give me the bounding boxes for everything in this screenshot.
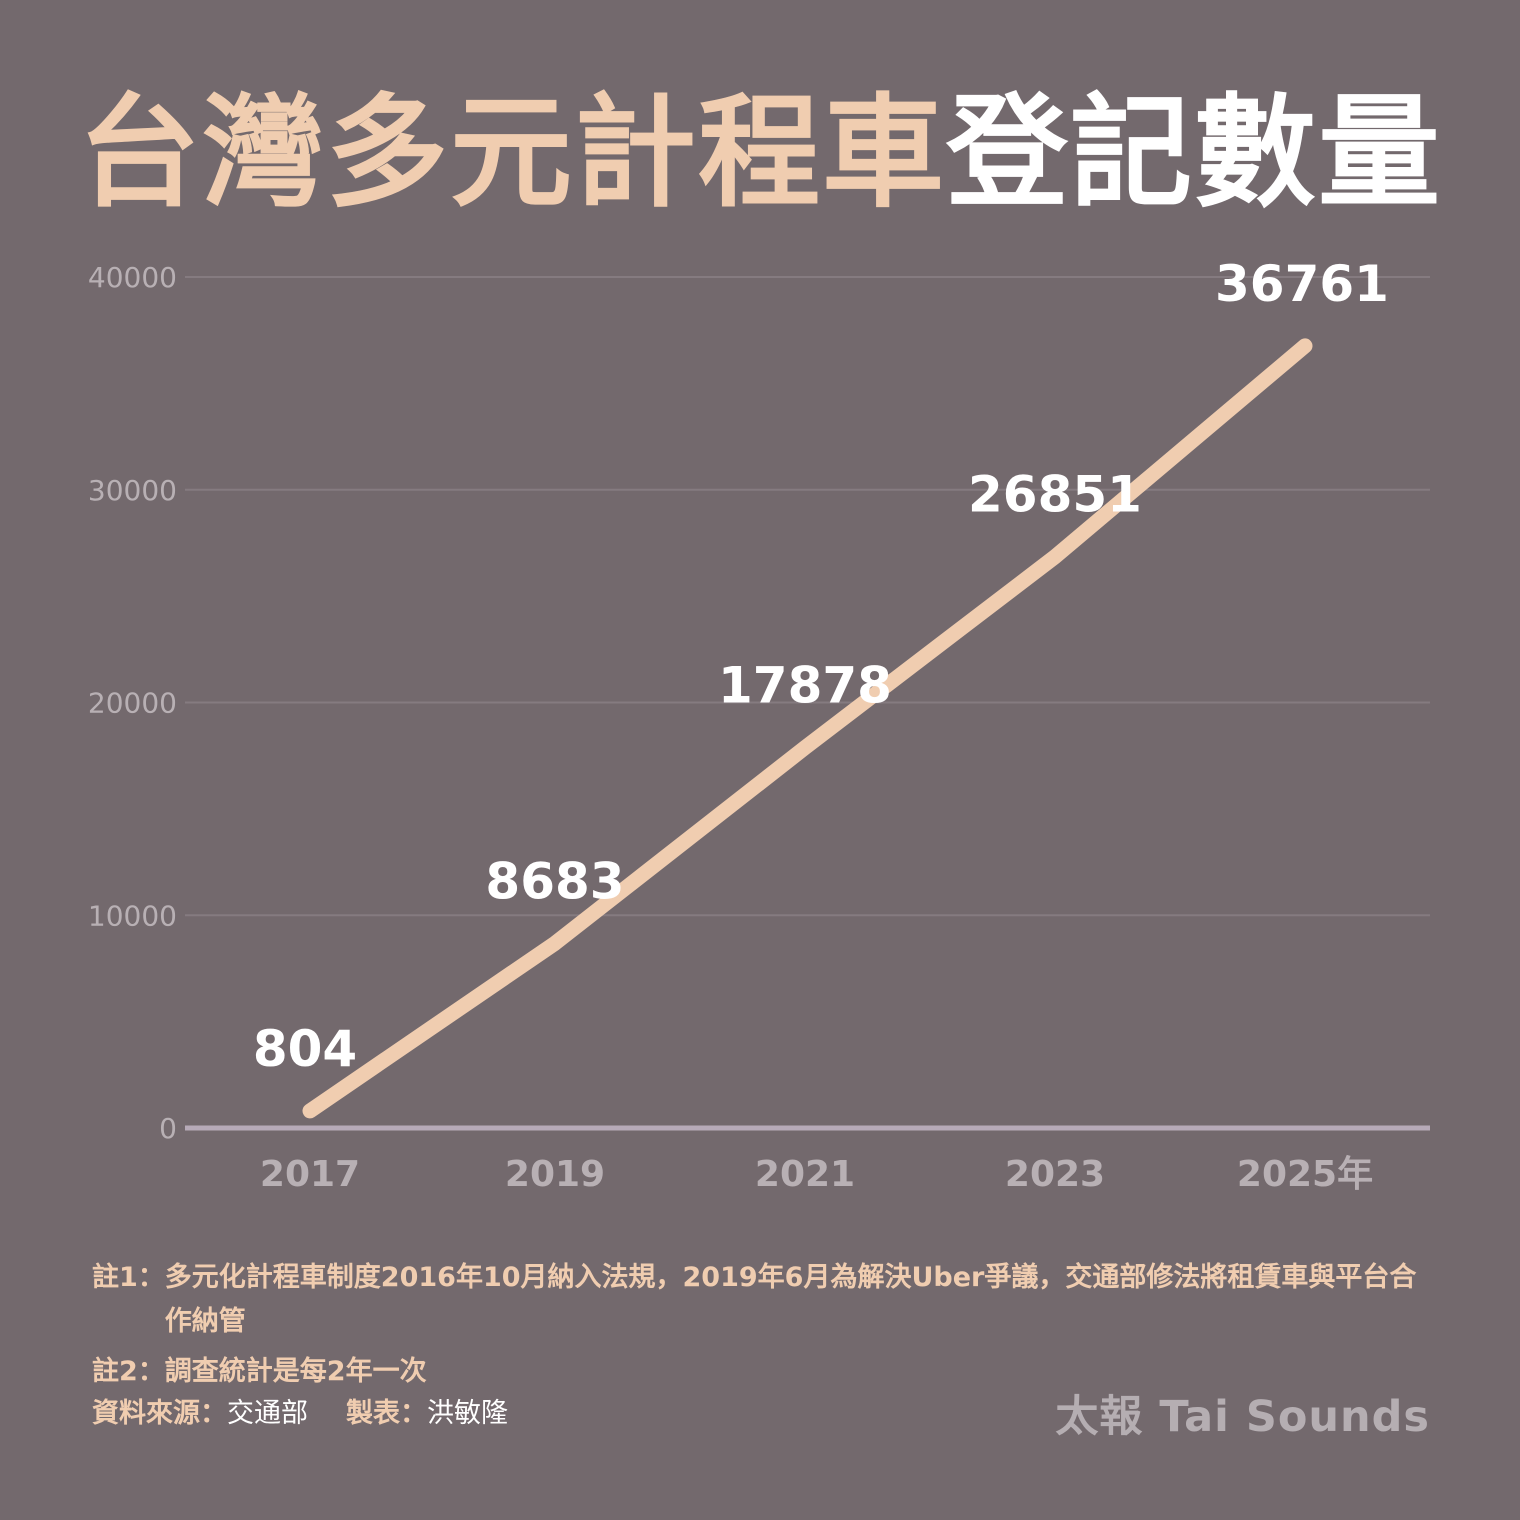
data-label: 8683 (485, 852, 624, 910)
series-line (302, 338, 1313, 1119)
source-label: 資料來源： (92, 1398, 227, 1429)
y-tick-label: 0 (159, 1112, 177, 1145)
chart-title: 台灣多元計程車登記數量 (0, 78, 1520, 228)
maker-label: 製表： (346, 1398, 427, 1429)
y-tick-label: 10000 (88, 899, 177, 932)
note-1-label: 註1： (92, 1262, 165, 1293)
data-label: 17878 (718, 657, 892, 715)
note-1: 註1： 多元化計程車制度2016年10月納入法規，2019年6月為解決Uber爭… (92, 1256, 1437, 1344)
title-part-2: 登記數量 (946, 82, 1442, 224)
data-label: 26851 (968, 466, 1142, 524)
maker-value: 洪敏隆 (427, 1398, 508, 1429)
y-axis-tick-labels: 0 10000 20000 30000 40000 (88, 261, 177, 1145)
note-2: 註2： 調查統計是每2年一次 (92, 1350, 1437, 1394)
note-1-text: 多元化計程車制度2016年10月納入法規，2019年6月為解決Uber爭議，交通… (164, 1262, 1417, 1337)
y-tick-label: 40000 (88, 261, 177, 294)
x-axis-tick-labels: 2017 2019 2021 2023 2025年 (260, 1154, 1373, 1195)
x-tick-label: 2017 (260, 1154, 360, 1195)
x-tick-label: 2019 (505, 1154, 605, 1195)
source-credit: 資料來源：交通部 製表：洪敏隆 (92, 1392, 508, 1436)
note-2-label: 註2： (92, 1356, 165, 1387)
data-labels: 804 8683 17878 26851 36761 (253, 255, 1389, 1078)
y-tick-label: 30000 (88, 474, 177, 507)
data-label: 804 (253, 1020, 357, 1078)
note-2-text: 調查統計是每2年一次 (164, 1356, 427, 1387)
data-label: 36761 (1215, 255, 1389, 313)
brand-logo-text: 太報 Tai Sounds (1055, 1392, 1430, 1442)
title-part-1: 台灣多元計程車 (78, 82, 946, 224)
x-tick-label: 2021 (755, 1154, 855, 1195)
source-value: 交通部 (227, 1398, 308, 1429)
grid-lines (185, 276, 1430, 917)
chart-notes: 註1： 多元化計程車制度2016年10月納入法規，2019年6月為解決Uber爭… (92, 1256, 1437, 1394)
x-tick-label: 2025年 (1237, 1154, 1373, 1195)
x-tick-label: 2023 (1005, 1154, 1105, 1195)
y-tick-label: 20000 (88, 687, 177, 720)
